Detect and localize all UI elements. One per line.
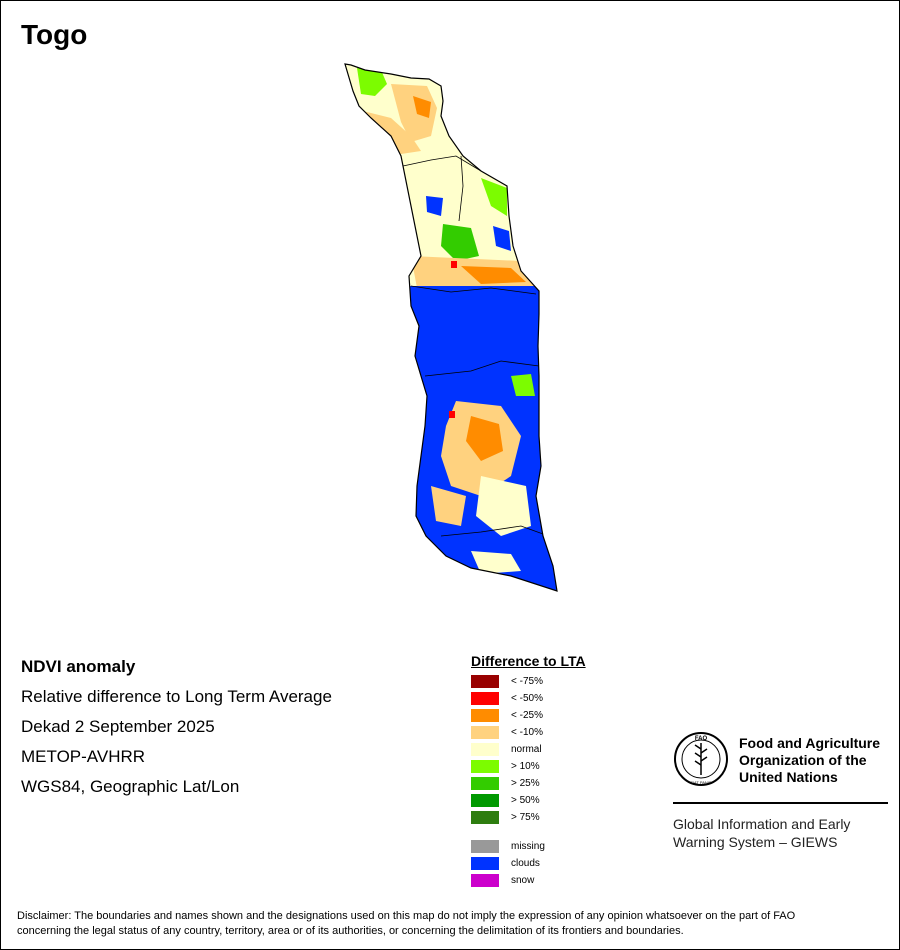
org-line-1: Food and Agriculture	[739, 735, 881, 751]
legend-row: > 50%	[471, 792, 586, 809]
blue-spot-east	[493, 226, 511, 251]
legend-row: missing	[471, 838, 586, 855]
legend-items: < -75% < -50% < -25% < -10% normal > 10% > 25%…	[471, 673, 586, 826]
north-orange-patch	[391, 84, 437, 142]
north-red-speck	[451, 261, 457, 268]
legend-row: normal	[471, 741, 586, 758]
region-boundary-inner	[458, 155, 464, 222]
legend-title: Difference to LTA	[471, 653, 586, 669]
legend-label: > 50%	[511, 795, 540, 806]
togo-ndvi-map	[344, 63, 558, 592]
central-dark-orange-belt	[461, 266, 526, 284]
map-title: Togo	[21, 19, 88, 50]
legend-label: clouds	[511, 858, 540, 869]
blue-spot-north	[426, 196, 443, 216]
legend-swatch	[471, 777, 499, 790]
legend-swatch	[471, 743, 499, 756]
legend-label: < -25%	[511, 710, 543, 721]
legend-row: > 75%	[471, 809, 586, 826]
south-orange-patch-2	[431, 486, 466, 526]
region-boundary-kara	[410, 285, 537, 295]
legend-swatch	[471, 857, 499, 870]
disclaimer-line-1: Disclaimer: The boundaries and names sho…	[17, 910, 796, 922]
legend-row: snow	[471, 872, 586, 889]
emblem-letters: FAO	[695, 736, 708, 742]
central-green-cluster	[441, 224, 479, 261]
legend-extra-items: missing clouds snow	[471, 838, 586, 889]
info-line-product: Relative difference to Long Term Average	[21, 687, 332, 706]
south-normal-patch	[476, 476, 531, 536]
legend-swatch	[471, 675, 499, 688]
emblem-motto: FIAT PANIS	[690, 780, 711, 785]
south-green-patch	[511, 374, 535, 396]
legend-label: < -50%	[511, 693, 543, 704]
south-red-speck	[449, 411, 455, 418]
north-green-patch	[357, 68, 387, 96]
info-line-date: Dekad 2 September 2025	[21, 717, 215, 736]
legend-label: snow	[511, 875, 535, 886]
legend-label: missing	[511, 841, 545, 852]
org-line-3: United Nations	[739, 769, 838, 785]
fao-divider	[673, 802, 888, 804]
fao-emblem-icon: FAO FIAT PANIS	[674, 732, 728, 786]
legend-swatch	[471, 874, 499, 887]
giews-name: Global Information and Early Warning Sys…	[673, 815, 893, 851]
info-line-projection: WGS84, Geographic Lat/Lon	[21, 777, 240, 796]
disclaimer-line-2: concerning the legal status of any count…	[17, 925, 684, 937]
legend-label: < -10%	[511, 727, 543, 738]
north-dark-orange-patch	[413, 96, 431, 118]
legend-label: > 75%	[511, 812, 540, 823]
legend-label: < -75%	[511, 676, 543, 687]
legend-swatch	[471, 726, 499, 739]
legend-row: < -25%	[471, 707, 586, 724]
legend-swatch	[471, 709, 499, 722]
legend-label: > 25%	[511, 778, 540, 789]
region-boundary-centrale	[424, 360, 540, 377]
region-boundary-plateaux	[440, 525, 544, 537]
legend-swatch	[471, 794, 499, 807]
info-line-sensor: METOP-AVHRR	[21, 747, 146, 766]
togo-border	[344, 63, 558, 592]
central-north-green-patch	[481, 178, 507, 216]
legend-row: > 10%	[471, 758, 586, 775]
legend-swatch	[471, 760, 499, 773]
region-boundary-savanes	[402, 155, 482, 172]
legend-swatch	[471, 692, 499, 705]
south-coast-normal	[471, 551, 521, 574]
legend-row: < -10%	[471, 724, 586, 741]
giews-line-1: Global Information and Early	[673, 816, 851, 832]
legend: Difference to LTA < -75% < -50% < -25% < -1…	[471, 653, 586, 889]
map-info-block: NDVI anomaly Relative difference to Long…	[21, 657, 332, 807]
legend-swatch	[471, 840, 499, 853]
legend-label: normal	[511, 744, 542, 755]
legend-row: clouds	[471, 855, 586, 872]
giews-line-2: Warning System – GIEWS	[673, 834, 838, 850]
info-heading: NDVI anomaly	[21, 657, 136, 676]
legend-label: > 10%	[511, 761, 540, 772]
legend-row: > 25%	[471, 775, 586, 792]
legend-row: < -50%	[471, 690, 586, 707]
org-line-2: Organization of the	[739, 752, 867, 768]
south-dark-orange-patch-1	[466, 416, 503, 461]
legend-swatch	[471, 811, 499, 824]
disclaimer: Disclaimer: The boundaries and names sho…	[17, 909, 887, 939]
fao-organization-name: Food and Agriculture Organization of the…	[739, 735, 899, 786]
legend-row: < -75%	[471, 673, 586, 690]
